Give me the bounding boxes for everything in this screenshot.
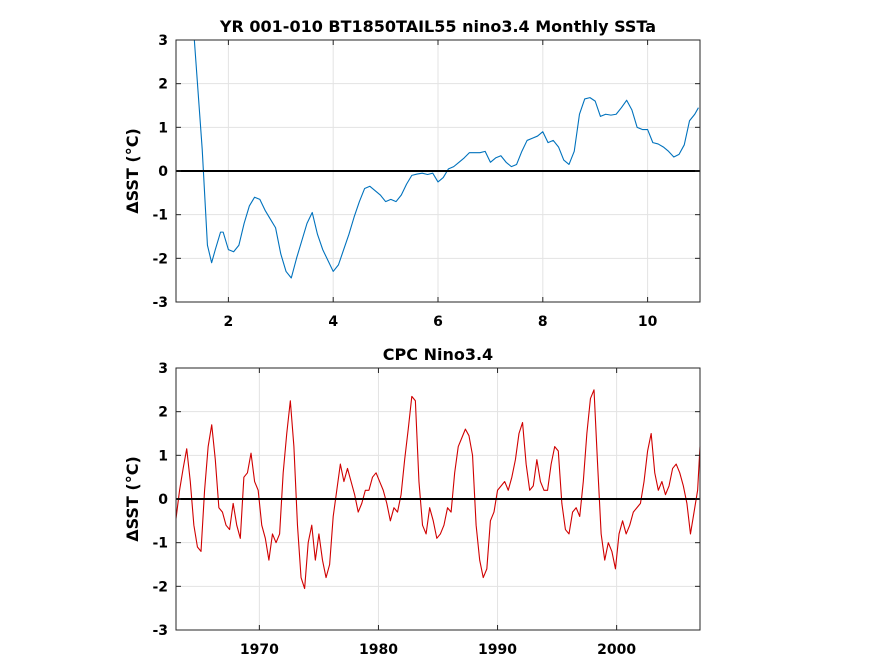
- y-tick-label: -1: [152, 536, 168, 552]
- x-tick-label: 4: [328, 314, 338, 330]
- y-tick-label: -2: [152, 251, 168, 267]
- y-axis-label: ΔSST (°C): [123, 456, 142, 542]
- chart-title: CPC Nino3.4: [383, 345, 493, 364]
- x-tick-label: 1970: [240, 642, 279, 656]
- chart-title: YR 001-010 BT1850TAIL55 nino3.4 Monthly …: [219, 17, 656, 36]
- y-tick-label: -3: [152, 295, 168, 311]
- y-tick-label: 3: [158, 361, 168, 377]
- y-tick-label: -1: [152, 208, 168, 224]
- y-tick-label: 2: [158, 77, 168, 93]
- y-tick-label: 0: [158, 164, 168, 180]
- x-tick-label: 10: [638, 314, 658, 330]
- y-axis-label: ΔSST (°C): [123, 128, 142, 214]
- y-tick-label: 1: [158, 120, 168, 136]
- y-tick-label: 0: [158, 492, 168, 508]
- series-line: [175, 389, 701, 590]
- series-line: [193, 39, 699, 279]
- bottom-chart: 1970 1980 1990 2000 -3 -2 -1 0 1 2 3 CPC Nino3.4 ΔSS…: [123, 345, 701, 656]
- x-tick-label: 6: [433, 314, 443, 330]
- y-tick-label: -2: [152, 579, 168, 595]
- x-tick-label: 2000: [597, 642, 636, 656]
- y-tick-label: 2: [158, 405, 168, 421]
- y-tick-label: 3: [158, 33, 168, 49]
- top-chart: 2 4 6 8 10 -3 -2 -1 0 1 2 3 YR 001-010 BT1850TAIL55 …: [123, 17, 701, 330]
- x-tick-label: 1980: [359, 642, 398, 656]
- y-tick-label: 1: [158, 448, 168, 464]
- x-tick-label: 1990: [478, 642, 517, 656]
- x-tick-label: 2: [224, 314, 234, 330]
- y-tick-label: -3: [152, 623, 168, 639]
- x-tick-label: 8: [538, 314, 548, 330]
